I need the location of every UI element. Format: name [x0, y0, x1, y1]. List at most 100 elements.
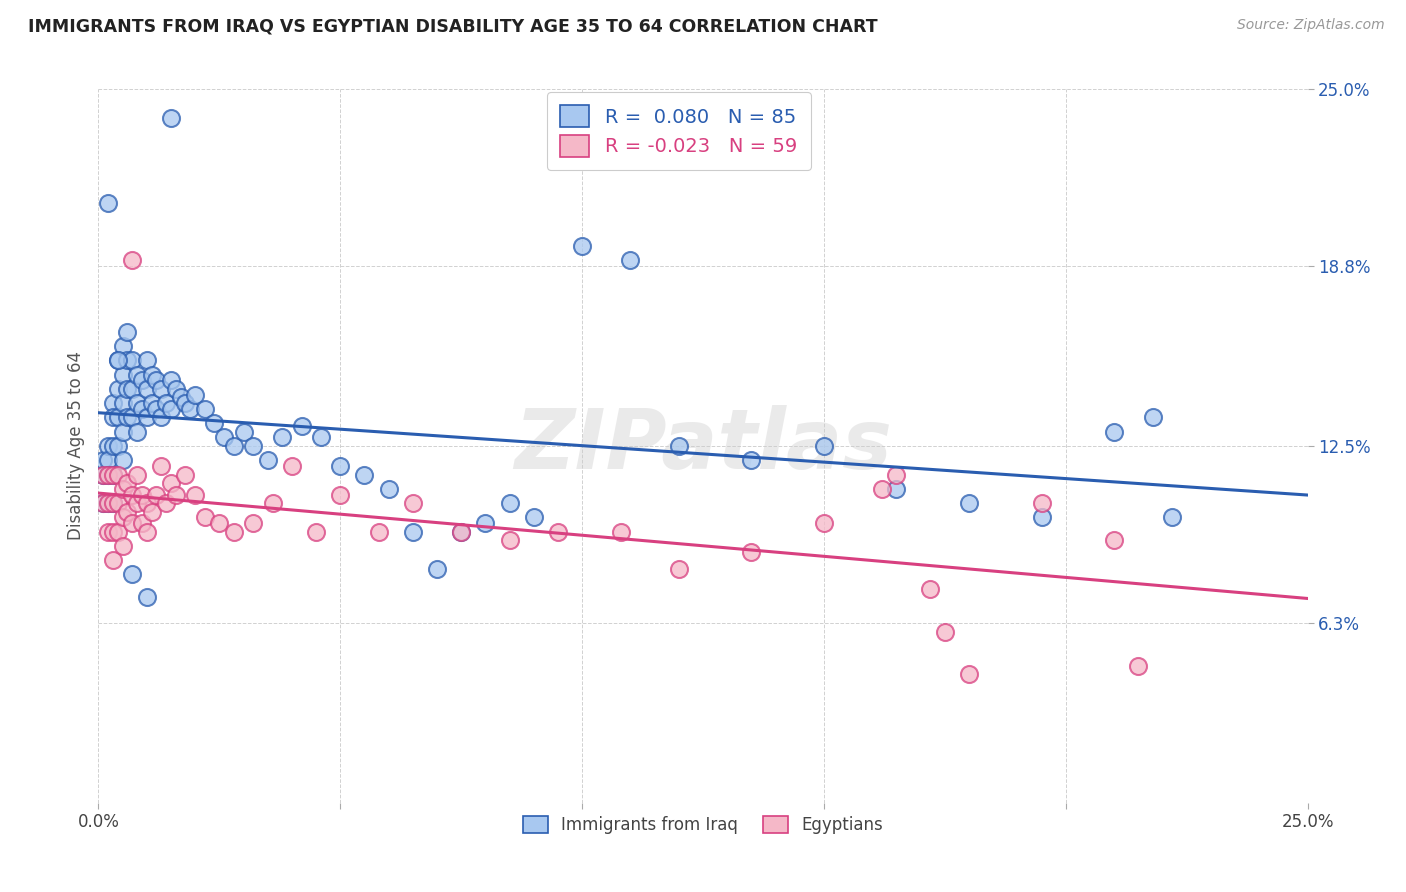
Point	[117, 505, 139, 519]
Point	[329, 487, 352, 501]
Point	[141, 368, 163, 382]
Point	[135, 496, 157, 510]
Point	[262, 496, 284, 510]
Point	[121, 382, 143, 396]
Point	[107, 439, 129, 453]
Text: Source: ZipAtlas.com: Source: ZipAtlas.com	[1237, 18, 1385, 32]
Point	[920, 582, 942, 596]
Point	[97, 467, 120, 482]
Point	[121, 567, 143, 582]
Y-axis label: Disability Age 35 to 64: Disability Age 35 to 64	[66, 351, 84, 541]
Point	[117, 410, 139, 425]
Point	[242, 516, 264, 530]
Point	[117, 325, 139, 339]
Point	[150, 382, 173, 396]
Point	[145, 373, 167, 387]
Point	[450, 524, 472, 539]
Point	[127, 467, 149, 482]
Point	[91, 453, 114, 467]
Point	[101, 439, 124, 453]
Legend: Immigrants from Iraq, Egyptians: Immigrants from Iraq, Egyptians	[516, 809, 890, 841]
Point	[121, 487, 143, 501]
Point	[111, 482, 134, 496]
Point	[523, 510, 546, 524]
Point	[111, 453, 134, 467]
Point	[135, 353, 157, 368]
Point	[127, 425, 149, 439]
Point	[740, 453, 762, 467]
Point	[101, 410, 124, 425]
Point	[101, 553, 124, 567]
Point	[498, 533, 520, 548]
Point	[498, 496, 520, 510]
Point	[957, 667, 980, 681]
Point	[97, 524, 120, 539]
Point	[222, 524, 245, 539]
Point	[242, 439, 264, 453]
Point	[402, 524, 425, 539]
Point	[668, 562, 690, 576]
Point	[135, 524, 157, 539]
Point	[135, 410, 157, 425]
Point	[91, 467, 114, 482]
Point	[101, 467, 124, 482]
Point	[117, 476, 139, 491]
Point	[107, 496, 129, 510]
Point	[309, 430, 332, 444]
Point	[121, 253, 143, 268]
Point	[194, 510, 217, 524]
Point	[117, 382, 139, 396]
Point	[377, 482, 399, 496]
Point	[111, 539, 134, 553]
Point	[204, 416, 226, 430]
Point	[111, 425, 134, 439]
Point	[271, 430, 294, 444]
Point	[111, 368, 134, 382]
Point	[1031, 510, 1053, 524]
Point	[121, 516, 143, 530]
Point	[155, 496, 177, 510]
Point	[870, 482, 893, 496]
Point	[160, 111, 183, 125]
Point	[101, 496, 124, 510]
Point	[127, 496, 149, 510]
Point	[571, 239, 593, 253]
Point	[107, 524, 129, 539]
Point	[135, 591, 157, 605]
Point	[97, 196, 120, 211]
Point	[117, 353, 139, 368]
Point	[281, 458, 304, 473]
Point	[121, 410, 143, 425]
Point	[256, 453, 278, 467]
Point	[450, 524, 472, 539]
Point	[1102, 533, 1125, 548]
Point	[165, 487, 187, 501]
Point	[402, 496, 425, 510]
Point	[740, 544, 762, 558]
Point	[610, 524, 633, 539]
Point	[141, 396, 163, 410]
Point	[111, 396, 134, 410]
Point	[131, 487, 153, 501]
Point	[150, 458, 173, 473]
Point	[131, 401, 153, 416]
Point	[174, 467, 197, 482]
Point	[131, 516, 153, 530]
Point	[169, 391, 191, 405]
Point	[222, 439, 245, 453]
Point	[1161, 510, 1184, 524]
Point	[121, 353, 143, 368]
Point	[145, 487, 167, 501]
Point	[1102, 425, 1125, 439]
Point	[208, 516, 231, 530]
Point	[97, 467, 120, 482]
Point	[1142, 410, 1164, 425]
Point	[194, 401, 217, 416]
Point	[290, 419, 312, 434]
Point	[184, 487, 207, 501]
Point	[426, 562, 449, 576]
Text: ZIPatlas: ZIPatlas	[515, 406, 891, 486]
Point	[232, 425, 254, 439]
Point	[160, 401, 183, 416]
Point	[131, 373, 153, 387]
